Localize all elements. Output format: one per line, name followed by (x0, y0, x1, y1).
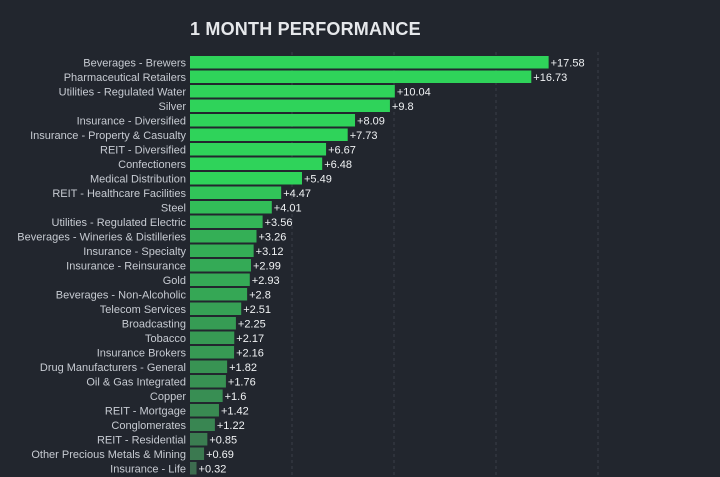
category-label: REIT - Diversified (100, 145, 186, 157)
bars (190, 56, 549, 475)
category-label: Broadcasting (122, 319, 186, 331)
bar (190, 172, 302, 185)
value-label: +1.6 (225, 391, 247, 403)
bar (190, 215, 263, 228)
bar (190, 143, 327, 156)
bar (190, 288, 248, 301)
bar (190, 244, 254, 257)
bar (190, 389, 223, 402)
category-label: Insurance - Reinsurance (66, 261, 186, 273)
bar (190, 462, 197, 475)
value-label: +2.51 (243, 304, 271, 316)
value-label: +1.76 (228, 377, 256, 389)
value-label: +9.8 (392, 101, 414, 113)
value-label: +1.42 (221, 406, 249, 418)
value-label: +1.82 (229, 362, 257, 374)
value-label: +4.01 (274, 203, 302, 215)
bar (190, 375, 226, 388)
category-label: Telecom Services (100, 304, 187, 316)
value-label: +2.93 (252, 275, 280, 287)
bar (190, 447, 205, 460)
value-label: +0.85 (209, 435, 237, 447)
value-label: +17.58 (551, 58, 585, 70)
value-label: +5.49 (304, 174, 332, 186)
labels: Beverages - Brewers +17.58 Pharmaceutical … (17, 58, 584, 476)
bar (190, 302, 242, 315)
category-label: Tobacco (145, 333, 186, 345)
category-label: Insurance - Life (110, 464, 186, 476)
bar (190, 317, 236, 330)
bar (190, 201, 272, 214)
value-label: +3.56 (265, 217, 293, 229)
category-label: Utilities - Regulated Electric (52, 217, 187, 229)
bar (190, 273, 250, 286)
category-label: Copper (150, 391, 186, 403)
bar (190, 404, 219, 417)
category-label: Drug Manufacturers - General (40, 362, 186, 374)
bar (190, 433, 208, 446)
chart-title: 1 MONTH PERFORMANCE (190, 19, 421, 39)
category-label: Medical Distribution (90, 174, 186, 186)
category-label: Confectioners (118, 159, 186, 171)
category-label: Beverages - Non-Alcoholic (56, 290, 187, 302)
bar (190, 128, 348, 141)
value-label: +0.69 (206, 449, 234, 461)
value-label: +16.73 (533, 72, 567, 84)
value-label: +3.26 (259, 232, 287, 244)
value-label: +4.47 (283, 188, 311, 200)
category-label: REIT - Residential (97, 435, 186, 447)
value-label: +3.12 (256, 246, 284, 258)
bar (190, 230, 257, 243)
bar (190, 259, 251, 272)
category-label: Beverages - Wineries & Distilleries (17, 232, 186, 244)
bar (190, 186, 282, 199)
category-label: Beverages - Brewers (83, 58, 186, 70)
category-label: Oil & Gas Integrated (86, 377, 186, 389)
bar (190, 346, 235, 359)
category-label: Steel (161, 203, 186, 215)
value-label: +1.22 (217, 420, 245, 432)
value-label: +10.04 (397, 87, 431, 99)
category-label: Insurance - Specialty (83, 246, 186, 258)
category-label: Gold (163, 275, 186, 287)
bar (190, 99, 390, 112)
category-label: Insurance - Property & Casualty (30, 130, 186, 142)
category-label: REIT - Healthcare Facilities (52, 188, 186, 200)
category-label: REIT - Mortgage (105, 406, 186, 418)
value-label: +2.25 (238, 319, 266, 331)
value-label: +2.8 (249, 290, 271, 302)
value-label: +2.99 (253, 261, 281, 273)
bar (190, 360, 228, 373)
value-label: +6.67 (328, 145, 356, 157)
value-label: +6.48 (324, 159, 352, 171)
bar (190, 331, 235, 344)
bar (190, 70, 532, 83)
bar (190, 157, 323, 170)
category-label: Utilities - Regulated Water (59, 87, 187, 99)
value-label: +7.73 (350, 130, 378, 142)
bar (190, 85, 395, 98)
bar (190, 56, 549, 69)
value-label: +2.17 (236, 333, 264, 345)
category-label: Conglomerates (111, 420, 186, 432)
category-label: Other Precious Metals & Mining (31, 449, 186, 461)
grid-lines (291, 52, 599, 477)
value-label: +0.32 (199, 464, 227, 476)
value-label: +2.16 (236, 348, 264, 360)
category-label: Silver (158, 101, 186, 113)
category-label: Insurance Brokers (97, 348, 187, 360)
bar (190, 418, 215, 431)
bar (190, 114, 356, 127)
category-label: Insurance - Diversified (77, 116, 186, 128)
value-label: +8.09 (357, 116, 385, 128)
category-label: Pharmaceutical Retailers (64, 72, 187, 84)
